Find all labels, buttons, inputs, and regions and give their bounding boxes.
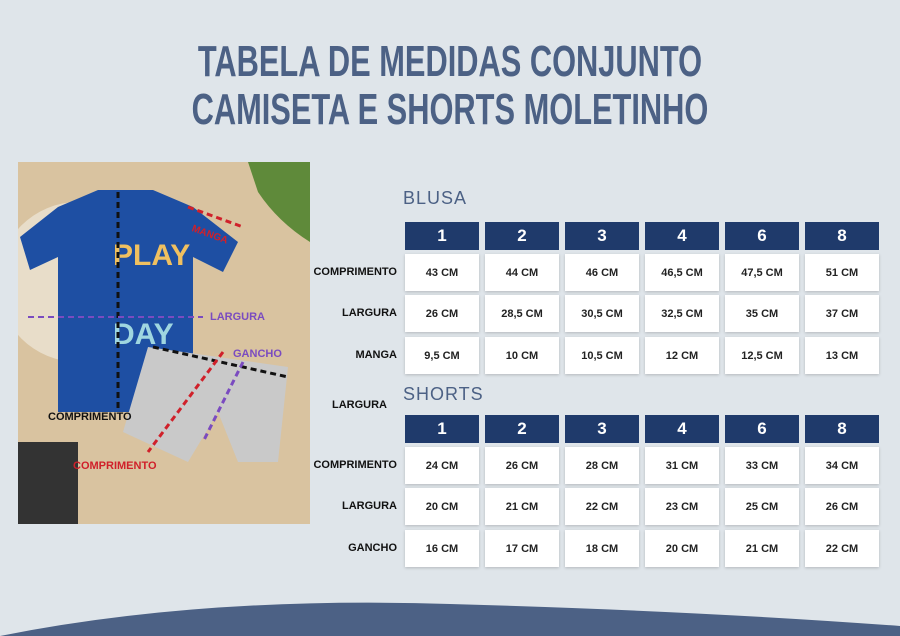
table-cell: 44 CM (485, 254, 559, 291)
section-heading: SHORTS (403, 384, 484, 404)
table-cell: 28,5 CM (485, 295, 559, 332)
product-photo: PLAY DAY MANGA LARGURA GANCHO COMPRIMENT… (18, 162, 310, 524)
table-cell: 21 CM (725, 530, 799, 567)
size-header: 6 (725, 222, 799, 250)
shirt-print: PLAY (113, 239, 190, 272)
table-cell: 13 CM (805, 337, 879, 374)
section-heading: BLUSA (403, 188, 468, 208)
row-label: GANCHO (348, 541, 397, 554)
table-cell: 10 CM (485, 337, 559, 374)
row-label: LARGURA (332, 399, 387, 411)
table-cell: 9,5 CM (405, 337, 479, 374)
table-cell: 51 CM (805, 254, 879, 291)
shirt-print: DAY (113, 318, 174, 351)
size-header: 3 (565, 415, 639, 443)
table-cell: 46 CM (565, 254, 639, 291)
size-header: 1 (405, 222, 479, 250)
table-cell: 47,5 CM (725, 254, 799, 291)
table-cell: 17 CM (485, 530, 559, 567)
table-cell: 21 CM (485, 488, 559, 525)
photo-label: COMPRIMENTO (48, 411, 132, 423)
table-cell: 30,5 CM (565, 295, 639, 332)
photo-label: GANCHO (233, 348, 282, 360)
table-cell: 16 CM (405, 530, 479, 567)
row-label: COMPRIMENTO (313, 458, 397, 471)
table-cell: 32,5 CM (645, 295, 719, 332)
row-label: LARGURA (342, 306, 397, 319)
photo-label: COMPRIMENTO (73, 460, 157, 472)
size-header: 6 (725, 415, 799, 443)
size-header: 1 (405, 415, 479, 443)
table-cell: 25 CM (725, 488, 799, 525)
table-cell: 33 CM (725, 447, 799, 484)
table-cell: 26 CM (485, 447, 559, 484)
table-cell: 31 CM (645, 447, 719, 484)
table-cell: 18 CM (565, 530, 639, 567)
table-cell: 12,5 CM (725, 337, 799, 374)
size-header: 8 (805, 222, 879, 250)
table-cell: 26 CM (405, 295, 479, 332)
size-header: 2 (485, 415, 559, 443)
table-cell: 10,5 CM (565, 337, 639, 374)
row-label: COMPRIMENTO (313, 265, 397, 278)
title-line: CAMISETA E SHORTS MOLETINHO (191, 85, 709, 134)
size-header: 3 (565, 222, 639, 250)
table-cell: 22 CM (565, 488, 639, 525)
size-header: 8 (805, 415, 879, 443)
row-label: LARGURA (342, 499, 397, 512)
table-cell: 24 CM (405, 447, 479, 484)
table-cell: 20 CM (645, 530, 719, 567)
row-label: MANGA (355, 348, 397, 361)
table-cell: 35 CM (725, 295, 799, 332)
size-header: 4 (645, 415, 719, 443)
size-header: 2 (485, 222, 559, 250)
table-cell: 23 CM (645, 488, 719, 525)
table-cell: 37 CM (805, 295, 879, 332)
table-cell: 28 CM (565, 447, 639, 484)
table-cell: 22 CM (805, 530, 879, 567)
table-cell: 46,5 CM (645, 254, 719, 291)
size-header: 4 (645, 222, 719, 250)
table-cell: 34 CM (805, 447, 879, 484)
photo-label: LARGURA (210, 311, 265, 323)
table-cell: 12 CM (645, 337, 719, 374)
table-cell: 43 CM (405, 254, 479, 291)
table-cell: 20 CM (405, 488, 479, 525)
bottom-wave (0, 602, 900, 636)
table-cell: 26 CM (805, 488, 879, 525)
title-line: TABELA DE MEDIDAS CONJUNTO (197, 37, 703, 86)
